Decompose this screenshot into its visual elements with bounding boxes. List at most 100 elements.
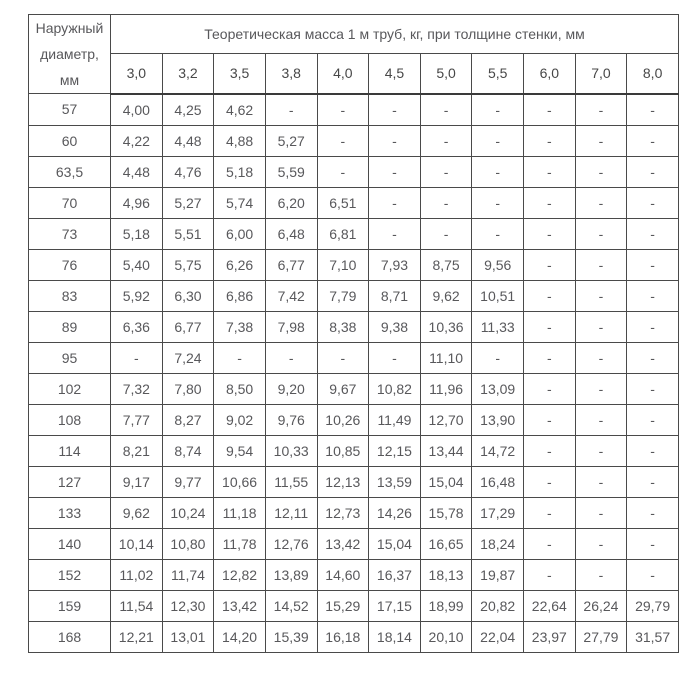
cell-value: 22,64 bbox=[523, 589, 576, 622]
col-header-thickness: 3,2 bbox=[161, 52, 215, 95]
cell-value: 8,74 bbox=[161, 434, 215, 467]
col-header-thickness: 3,0 bbox=[110, 52, 163, 95]
table-row: 89 6,36 6,77 7,38 7,98 8,38 9,38 10,36 11,33- - - bbox=[28, 310, 679, 343]
cell-value: 5,40 bbox=[110, 248, 163, 281]
cell-value: 14,72 bbox=[471, 434, 524, 467]
cell-value: 9,17 bbox=[110, 465, 163, 498]
cell-value: 19,87 bbox=[471, 558, 524, 591]
cell-value: 11,55 bbox=[264, 465, 318, 498]
cell-value: - bbox=[626, 155, 679, 188]
table-row: 168 12,21 13,01 14,20 15,39 16,18 18,14 20,10 22… bbox=[28, 620, 679, 653]
col-header-thickness: 3,5 bbox=[213, 52, 266, 95]
cell-value: 12,15 bbox=[368, 434, 421, 467]
cell-value: 16,65 bbox=[419, 527, 473, 560]
cell-value: 20,82 bbox=[471, 589, 524, 622]
cell-value: 6,48 bbox=[264, 217, 318, 250]
cell-value: - bbox=[316, 93, 370, 126]
cell-value: - bbox=[626, 186, 679, 219]
cell-value: 29,79 bbox=[626, 589, 679, 622]
cell-value: - bbox=[471, 155, 524, 188]
row-header-diameter: 76 bbox=[28, 248, 111, 281]
row-header-diameter: 73 bbox=[28, 217, 111, 250]
cell-value: 16,37 bbox=[368, 558, 421, 591]
cell-value: 13,09 bbox=[471, 372, 524, 405]
cell-value: - bbox=[523, 310, 576, 343]
cell-value: 4,88 bbox=[213, 124, 266, 157]
cell-value: - bbox=[523, 434, 576, 467]
cell-value: - bbox=[626, 465, 679, 498]
cell-value: - bbox=[574, 186, 628, 219]
row-header-diameter: 108 bbox=[28, 403, 111, 436]
cell-value: 5,59 bbox=[264, 155, 318, 188]
cell-value: 13,01 bbox=[161, 620, 215, 653]
cell-value: 4,22 bbox=[110, 124, 163, 157]
cell-value: 18,99 bbox=[419, 589, 473, 622]
row-header-diameter: 60 bbox=[28, 124, 111, 157]
pipe-mass-table: Наружный диаметр, мм Теоретическая масса… bbox=[28, 14, 679, 653]
cell-value: 11,54 bbox=[110, 589, 163, 622]
table-row: 152 11,02 11,74 12,82 13,89 14,60 16,37 18,13 19… bbox=[28, 558, 679, 591]
cell-value: 10,82 bbox=[368, 372, 421, 405]
table-row: 133 9,62 10,24 11,18 12,11 12,73 14,26 15,78 17,… bbox=[28, 496, 679, 529]
table-row: 70 4,96 5,27 5,74 6,20 6,51- - - - - - bbox=[28, 186, 679, 219]
cell-value: - bbox=[626, 217, 679, 250]
cell-value: - bbox=[574, 434, 628, 467]
table-row: 57 4,00 4,25 4,62- - - - - - - - bbox=[28, 93, 679, 126]
cell-value: - bbox=[368, 217, 421, 250]
row-header-diameter: 140 bbox=[28, 527, 111, 560]
cell-value: 5,74 bbox=[213, 186, 266, 219]
cell-value: - bbox=[574, 93, 628, 126]
cell-value: - bbox=[523, 93, 576, 126]
cell-value: 5,92 bbox=[110, 279, 163, 312]
cell-value: 10,33 bbox=[264, 434, 318, 467]
cell-value: 7,32 bbox=[110, 372, 163, 405]
cell-value: - bbox=[626, 527, 679, 560]
cell-value: 12,76 bbox=[264, 527, 318, 560]
cell-value: - bbox=[626, 434, 679, 467]
cell-value: - bbox=[523, 496, 576, 529]
cell-value: - bbox=[264, 93, 318, 126]
cell-value: - bbox=[368, 341, 421, 374]
cell-value: 6,00 bbox=[213, 217, 266, 250]
cell-value: 7,42 bbox=[264, 279, 318, 312]
cell-value: 8,75 bbox=[419, 248, 473, 281]
row-header-diameter: 89 bbox=[28, 310, 111, 343]
cell-value: 13,90 bbox=[471, 403, 524, 436]
cell-value: - bbox=[626, 341, 679, 374]
col-header-thickness: 4,0 bbox=[316, 52, 370, 95]
cell-value: - bbox=[471, 217, 524, 250]
cell-value: 5,51 bbox=[161, 217, 215, 250]
header-row-main: Наружный диаметр, мм Теоретическая масса… bbox=[28, 14, 679, 94]
cell-value: - bbox=[316, 155, 370, 188]
cell-value: 13,59 bbox=[368, 465, 421, 498]
cell-value: 15,39 bbox=[264, 620, 318, 653]
cell-value: - bbox=[316, 341, 370, 374]
cell-value: 5,18 bbox=[213, 155, 266, 188]
cell-value: 9,76 bbox=[264, 403, 318, 436]
row-header-diameter: 152 bbox=[28, 558, 111, 591]
col-header-thickness: 7,0 bbox=[574, 52, 628, 95]
cell-value: 5,18 bbox=[110, 217, 163, 250]
cell-value: 9,38 bbox=[368, 310, 421, 343]
cell-value: - bbox=[626, 558, 679, 591]
cell-value: - bbox=[626, 93, 679, 126]
cell-value: - bbox=[471, 93, 524, 126]
col-header-thickness: 5,5 bbox=[471, 52, 524, 95]
cell-value: - bbox=[368, 186, 421, 219]
col-header-thickness: 4,5 bbox=[368, 52, 421, 95]
cell-value: 17,29 bbox=[471, 496, 524, 529]
cell-value: 15,78 bbox=[419, 496, 473, 529]
row-header-diameter: 168 bbox=[28, 620, 111, 653]
cell-value: - bbox=[471, 124, 524, 157]
cell-value: 11,18 bbox=[213, 496, 266, 529]
cell-value: 12,13 bbox=[316, 465, 370, 498]
cell-value: 15,04 bbox=[368, 527, 421, 560]
cell-value: - bbox=[574, 465, 628, 498]
cell-value: - bbox=[626, 403, 679, 436]
cell-value: 11,10 bbox=[419, 341, 473, 374]
cell-value: 11,96 bbox=[419, 372, 473, 405]
table-row: 83 5,92 6,30 6,86 7,42 7,79 8,71 9,62 10,51- - - bbox=[28, 279, 679, 312]
cell-value: 9,20 bbox=[264, 372, 318, 405]
cell-value: 10,14 bbox=[110, 527, 163, 560]
cell-value: 18,24 bbox=[471, 527, 524, 560]
